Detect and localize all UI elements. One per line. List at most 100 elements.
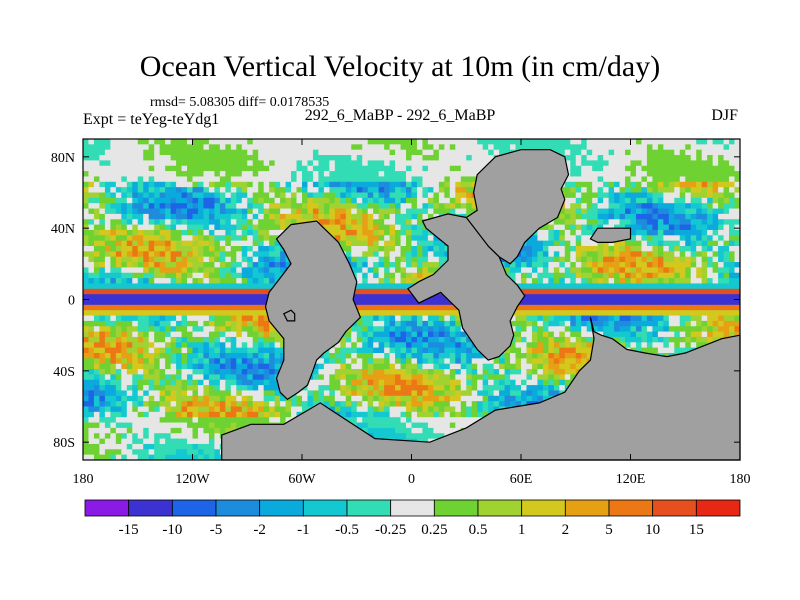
field-cell [219,160,226,167]
field-cell [110,262,117,268]
field-cell [537,288,544,295]
field-cell [208,203,215,209]
field-cell [416,155,423,161]
field-cell [444,299,451,306]
field-cell [466,139,473,145]
field-cell [416,336,423,343]
field-cell [564,353,571,359]
field-cell [734,320,741,327]
field-cell [362,315,369,322]
field-cell [83,235,89,242]
field-cell [126,203,133,209]
field-cell [104,358,111,365]
field-cell [592,181,599,188]
field-cell [444,358,451,365]
field-cell [99,203,106,209]
field-cell [734,144,741,151]
field-cell [258,299,265,306]
field-cell [378,203,385,209]
field-cell [187,320,193,327]
field-cell [712,149,719,156]
field-cell [88,310,95,316]
field-cell [460,165,467,172]
field-cell [214,299,221,306]
field-cell [187,358,193,365]
field-cell [526,310,533,316]
field-cell [663,246,670,252]
field-cell [729,139,735,145]
field-cell [302,176,308,183]
field-cell [466,165,473,172]
field-cell [208,336,215,343]
field-cell [225,272,232,279]
field-cell [296,192,303,199]
field-cell [723,171,730,177]
field-cell [641,272,648,279]
field-cell [176,262,182,268]
field-cell [422,353,429,359]
field-cell [148,187,155,193]
field-cell [608,294,615,300]
field-cell [247,315,254,322]
field-cell [548,251,555,258]
field-cell [351,171,358,177]
field-cell [384,149,391,156]
field-cell [93,304,100,311]
field-cell [252,171,259,177]
field-cell [93,315,100,322]
field-cell [170,240,177,247]
field-cell [154,160,161,167]
field-cell [88,160,95,167]
field-cell [427,144,434,151]
field-cell [154,342,161,349]
field-cell [143,304,150,311]
field-cell [657,197,664,204]
field-cell [384,299,391,306]
field-cell [641,235,648,242]
field-cell [542,331,549,338]
field-cell [652,229,659,236]
field-cell [395,139,401,145]
field-cell [542,353,549,359]
field-cell [197,181,204,188]
field-cell [247,213,254,220]
field-cell [88,331,95,338]
field-cell [329,187,336,193]
field-cell [630,310,637,316]
field-cell [378,272,385,279]
field-cell [367,229,374,236]
field-cell [477,155,484,161]
field-cell [258,251,265,258]
field-cell [444,331,451,338]
field-cell [416,235,423,242]
field-cell [406,176,412,183]
field-cell [493,139,500,145]
field-cell [614,240,620,247]
field-cell [351,187,358,193]
field-cell [438,192,445,199]
field-cell [427,160,434,167]
field-cell [395,304,401,311]
field-cell [570,320,577,327]
field-cell [510,336,516,343]
field-cell [635,144,642,151]
field-cell [159,208,166,215]
field-cell [668,171,675,177]
field-cell [88,165,95,172]
field-cell [252,288,259,295]
field-cell [455,342,462,349]
field-cell [110,283,117,290]
field-cell [236,203,243,209]
field-cell [608,326,615,332]
field-cell [729,176,735,183]
field-cell [581,203,588,209]
field-cell [356,229,363,236]
field-cell [197,310,204,316]
field-cell [99,229,106,236]
field-cell [537,256,544,263]
field-cell [570,288,577,295]
field-cell [581,197,588,204]
field-cell [674,187,681,193]
field-cell [630,272,637,279]
field-cell [159,288,166,295]
